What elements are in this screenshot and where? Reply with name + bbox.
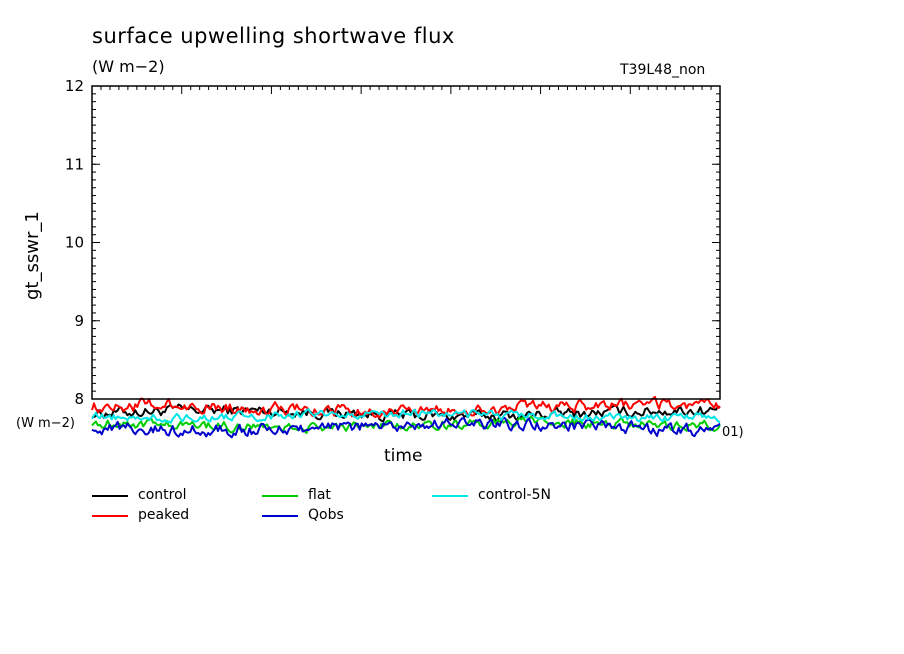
run-label: T39L48_non [620,62,706,78]
legend-swatch [262,515,298,517]
legend-swatch [432,495,468,497]
legend-swatch [92,495,128,497]
series-line-peaked [91,395,721,419]
legend-label: Qobs [308,507,344,523]
y-units-label: (W m−2) [16,416,75,431]
x-axis-label: time [384,446,423,466]
legend-label: control-5N [478,487,551,503]
y-tick-label: 9 [74,312,84,330]
series-line-control-5n [91,408,721,424]
y-tick-label: 11 [65,155,84,173]
series-line-qobs [91,416,721,439]
legend-label: flat [308,487,331,503]
series-line-flat [91,415,721,434]
plot-frame [91,85,721,400]
y-tick-label: 10 [65,234,84,252]
y-tick-label: 8 [74,390,84,408]
legend-swatch [92,515,128,517]
legend-label: peaked [138,507,190,523]
legend-label: control [138,487,187,503]
chart-units: (W m−2) [92,57,165,76]
x-units-fragment: 01) [722,425,744,440]
chart-title: surface upwelling shortwave flux [92,24,455,48]
legend-swatch [262,495,298,497]
y-tick-label: 12 [65,77,84,95]
